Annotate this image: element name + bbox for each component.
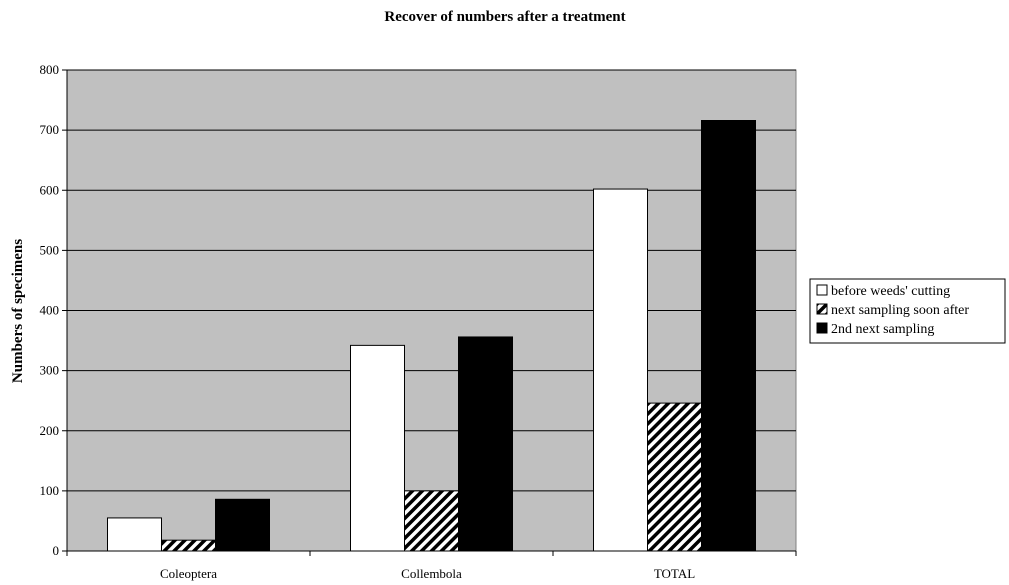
y-tick-label: 0 — [53, 543, 60, 558]
bar — [161, 539, 216, 552]
bar — [215, 498, 270, 552]
bars — [107, 120, 756, 552]
bar — [350, 344, 405, 552]
bar — [107, 517, 162, 552]
y-tick-label: 200 — [40, 423, 60, 438]
y-tick-label: 700 — [40, 122, 60, 137]
bar — [404, 490, 459, 552]
x-axis: Coleoptera Collembola TOTAL — [66, 550, 797, 581]
legend-label: 2nd next sampling — [831, 322, 934, 337]
x-tick-label: Coleoptera — [160, 566, 217, 581]
y-tick-label: 800 — [40, 62, 60, 77]
legend-label: before weeds' cutting — [831, 284, 950, 299]
x-tick-label: Collembola — [401, 566, 462, 581]
legend-box — [809, 278, 1006, 344]
bar — [647, 402, 702, 552]
legend-label: next sampling soon after — [831, 303, 969, 318]
x-tick-label: TOTAL — [654, 566, 695, 581]
legend-swatch — [816, 303, 828, 315]
legend-swatch — [816, 284, 828, 296]
y-axis: 0 100 200 300 400 500 600 700 800 — [40, 62, 68, 558]
bar — [701, 120, 756, 552]
y-tick-label: 400 — [40, 303, 60, 318]
y-tick-label: 300 — [40, 363, 60, 378]
legend-swatch — [816, 322, 828, 334]
bar — [593, 188, 648, 552]
y-tick-label: 100 — [40, 483, 60, 498]
legend: before weeds' cutting next sampling soon … — [809, 278, 1006, 344]
y-tick-label: 600 — [40, 182, 60, 197]
chart-title: Recover of numbers after a treatment — [384, 9, 625, 25]
bar — [458, 336, 513, 552]
y-tick-label: 500 — [40, 242, 60, 257]
y-axis-label: Numbers of specimens — [10, 239, 26, 383]
